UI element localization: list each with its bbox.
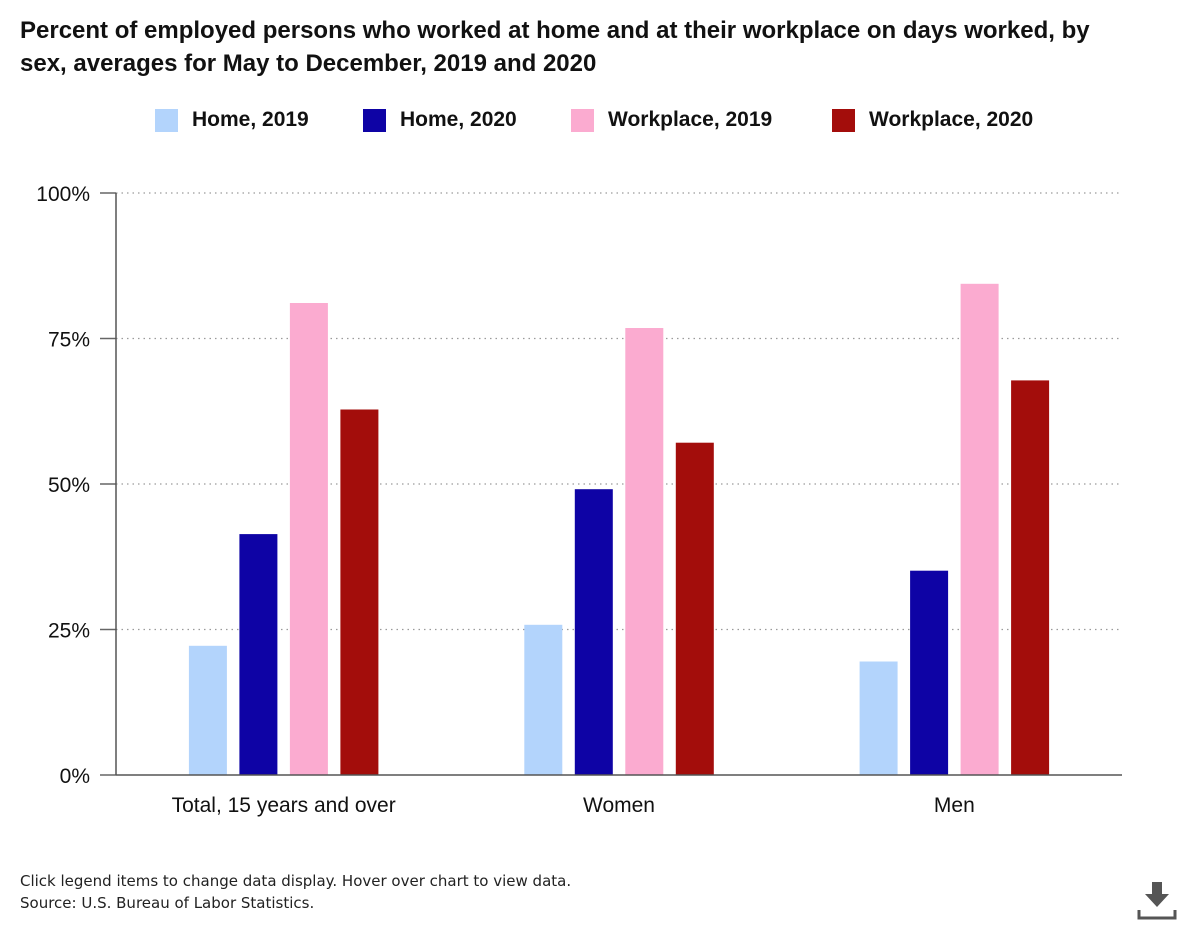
legend-item-workplace-2019[interactable]: Workplace, 2019 bbox=[571, 108, 772, 132]
legend-label-home-2020: Home, 2020 bbox=[400, 108, 517, 131]
source-note: Source: U.S. Bureau of Labor Statistics. bbox=[20, 894, 315, 912]
bar-home-2020-3[interactable]: Men — Home, 2020: 35.1% bbox=[910, 570, 949, 775]
legend-swatch-home-2019 bbox=[155, 108, 178, 132]
y-tick-label: 75% bbox=[48, 329, 90, 352]
legend-item-workplace-2020[interactable]: Workplace, 2020 bbox=[832, 108, 1033, 132]
legend-swatch-workplace-2019 bbox=[571, 108, 594, 132]
download-icon bbox=[1137, 882, 1177, 920]
legend-label-workplace-2020: Workplace, 2020 bbox=[869, 108, 1034, 131]
y-tick-label: 0% bbox=[60, 765, 90, 788]
chart-notes: Click legend items to change data displa… bbox=[20, 870, 571, 914]
x-tick-label: Total, 15 years and over bbox=[172, 794, 396, 817]
bar-chart[interactable]: 0% 25% 50% 75% 100% Total, 15 years and over … bbox=[0, 150, 1200, 830]
bar-workplace-2020-1[interactable]: Total, 15 years and over — Workplace, 20… bbox=[340, 409, 379, 776]
y-tick-label: 50% bbox=[48, 474, 90, 497]
legend-item-home-2019[interactable]: Home, 2019 bbox=[155, 108, 309, 132]
legend-label-workplace-2019: Workplace, 2019 bbox=[608, 108, 773, 131]
x-tick-label: Women bbox=[583, 794, 655, 817]
legend-label-home-2019: Home, 2019 bbox=[192, 108, 309, 131]
chart-title: Percent of employed persons who worked a… bbox=[20, 17, 1090, 77]
legend-swatch-home-2020 bbox=[363, 108, 386, 132]
bar-home-2020-1[interactable]: Total, 15 years and over — Home, 2020: 4… bbox=[239, 534, 278, 775]
legend-item-home-2020[interactable]: Home, 2020 bbox=[363, 108, 517, 132]
y-tick-label: 100% bbox=[36, 183, 90, 206]
x-tick-label: Men bbox=[934, 794, 975, 817]
download-button[interactable] bbox=[1136, 880, 1178, 922]
bar-workplace-2019-2[interactable]: Women — Workplace, 2019: 76.8% bbox=[625, 328, 664, 775]
y-tick-label: 25% bbox=[48, 620, 90, 643]
bar-home-2019-2[interactable]: Women — Home, 2019: 25.8% bbox=[524, 624, 563, 775]
legend-swatch-workplace-2020 bbox=[832, 108, 855, 132]
bar-home-2019-3[interactable]: Men — Home, 2019: 19.5% bbox=[859, 661, 898, 776]
legend: Home, 2019 Home, 2020 Workplace, 2019 Wo… bbox=[0, 108, 1200, 142]
interaction-note: Click legend items to change data displa… bbox=[20, 872, 572, 890]
bar-workplace-2019-3[interactable]: Men — Workplace, 2019: 84.4% bbox=[960, 283, 999, 775]
bar-home-2020-2[interactable]: Women — Home, 2020: 49.1% bbox=[574, 489, 613, 775]
bar-workplace-2019-1[interactable]: Total, 15 years and over — Workplace, 20… bbox=[289, 303, 328, 775]
bar-workplace-2020-3[interactable]: Men — Workplace, 2020: 67.8% bbox=[1011, 380, 1050, 775]
bar-workplace-2020-2[interactable]: Women — Workplace, 2020: 57.1% bbox=[675, 442, 714, 775]
bar-home-2019-1[interactable]: Total, 15 years and over — Home, 2019: 2… bbox=[188, 645, 227, 775]
